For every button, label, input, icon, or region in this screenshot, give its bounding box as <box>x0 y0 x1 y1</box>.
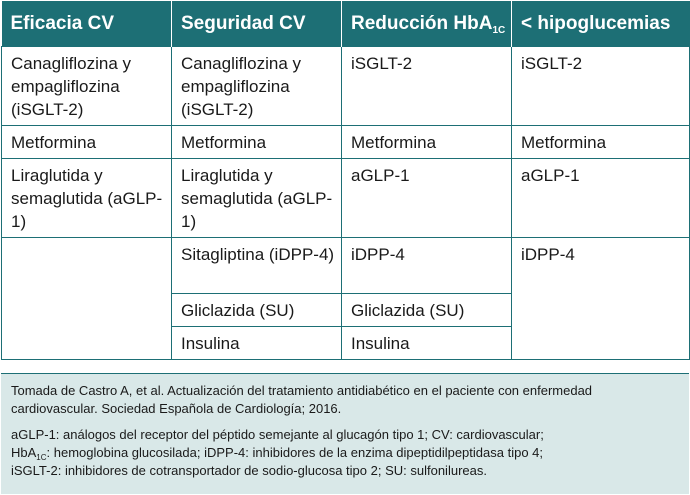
header-eficacia-cv: Eficacia CV <box>1 1 172 47</box>
table-cell: Canagliflozina y empagliflozina (iSGLT-2… <box>1 46 172 126</box>
header-row: Eficacia CV Seguridad CV Reducción HbA1C… <box>1 1 690 47</box>
table-cell: Liraglutida y semaglutida (aGLP-1) <box>171 158 342 238</box>
abbreviations-line-1: aGLP-1: análogos del receptor del péptid… <box>11 427 544 442</box>
drug-comparison-table: Eficacia CV Seguridad CV Reducción HbA1C… <box>1 1 690 360</box>
table-cell: Metformina <box>511 125 690 159</box>
table-cell: iSGLT-2 <box>511 46 690 126</box>
table-cell: Insulina <box>171 326 342 360</box>
table-cell-empty <box>1 237 172 360</box>
header-reduccion-hba1c: Reducción HbA1C <box>341 1 512 47</box>
source-reference: Tomada de Castro A, et al. Actualización… <box>11 383 593 416</box>
abbr-line-2-text: : hemoglobina glucosilada; iDPP-4: inhib… <box>46 445 544 460</box>
table-row: Sitagliptina (iDPP-4) iDPP-4 iDPP-4 <box>1 237 690 360</box>
table-cell: Liraglutida y semaglutida (aGLP-1) <box>1 158 172 238</box>
table-cell: iDPP-4 <box>341 237 512 294</box>
abbr-hba-label: HbA <box>11 445 37 460</box>
table-cell: aGLP-1 <box>341 158 512 238</box>
table-cell: Sitagliptina (iDPP-4) <box>171 237 342 294</box>
header-reduccion-hba1c-label: Reducción HbA <box>351 12 493 34</box>
table-row: Gliclazida (SU) Gliclazida (SU) <box>2 293 690 327</box>
table-cell: Canagliflozina y empagliflozina (iSGLT-2… <box>171 46 342 126</box>
header-seguridad-cv: Seguridad CV <box>171 1 342 47</box>
table-cell: aGLP-1 <box>511 158 690 238</box>
header-hba1c-subscript: 1C <box>492 24 506 36</box>
table-row: Canagliflozina y empagliflozina (iSGLT-2… <box>1 46 690 126</box>
table-cell: Gliclazida (SU) <box>171 293 342 327</box>
abbreviations-line-2: HbA1C: hemoglobina glucosilada; iDPP-4: … <box>11 444 679 462</box>
table-cell: Gliclazida (SU) <box>341 293 512 327</box>
table-row: Insulina Insulina <box>2 326 690 360</box>
table-row: Metformina Metformina Metformina Metform… <box>1 125 690 159</box>
table-cell: iSGLT-2 <box>341 46 512 126</box>
table-row: Liraglutida y semaglutida (aGLP-1) Lirag… <box>1 158 690 238</box>
table-cell: Metformina <box>171 125 342 159</box>
abbr-hba1c-subscript: 1C <box>36 453 47 462</box>
header-hipoglucemias: < hipoglucemias <box>511 1 690 47</box>
table-footnote: Tomada de Castro A, et al. Actualización… <box>1 373 689 494</box>
table-cell: Insulina <box>341 326 512 360</box>
abbreviations-line-3: iSGLT-2: inhibidores de cotransportador … <box>11 463 487 478</box>
table-cell: Metformina <box>1 125 172 159</box>
table-cell: iDPP-4 <box>511 237 690 360</box>
table-cell: Metformina <box>341 125 512 159</box>
